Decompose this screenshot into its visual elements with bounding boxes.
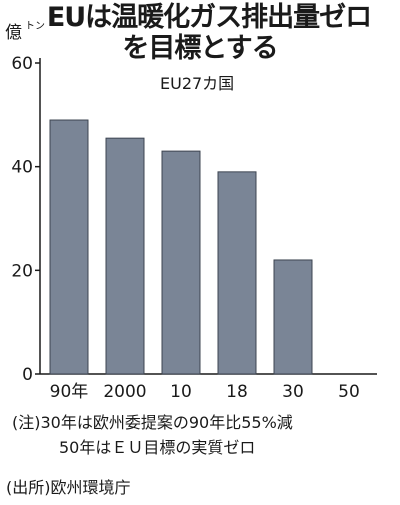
bar (161, 150, 201, 375)
y-tick-label: 20 (11, 261, 33, 281)
bar (49, 119, 89, 375)
source-note: (出所)欧州環境庁 (6, 478, 131, 497)
y-unit-sublabel: トン (25, 21, 45, 32)
x-tick-label: 18 (226, 382, 248, 402)
bar (105, 137, 145, 375)
note-line1: (注)30年は欧州委提案の90年比55%減 (12, 413, 293, 432)
x-tick-label: 90年 (50, 382, 89, 402)
x-tick-label: 10 (170, 382, 192, 402)
chart-title-line2: を目標とする (122, 33, 278, 64)
chart-subtitle: EU27カ国 (160, 74, 235, 93)
x-tick-label: 30 (282, 382, 304, 402)
chart-title-line1: EUは温暖化ガス排出量ゼロ (46, 2, 372, 33)
y-tick-label: 60 (11, 54, 33, 74)
bar-chart: 0 20 40 60 90年 2000 10 18 30 50 (11, 54, 377, 402)
y-unit-label: 億 (5, 23, 22, 43)
x-tick-label: 50 (338, 382, 360, 402)
y-tick-label: 40 (11, 158, 33, 178)
note-line2: 50年はＥＵ目標の実質ゼロ (59, 438, 256, 457)
bar (273, 259, 313, 375)
x-tick-label: 2000 (103, 382, 146, 402)
y-tick-label: 0 (22, 365, 33, 385)
bar (217, 171, 257, 375)
